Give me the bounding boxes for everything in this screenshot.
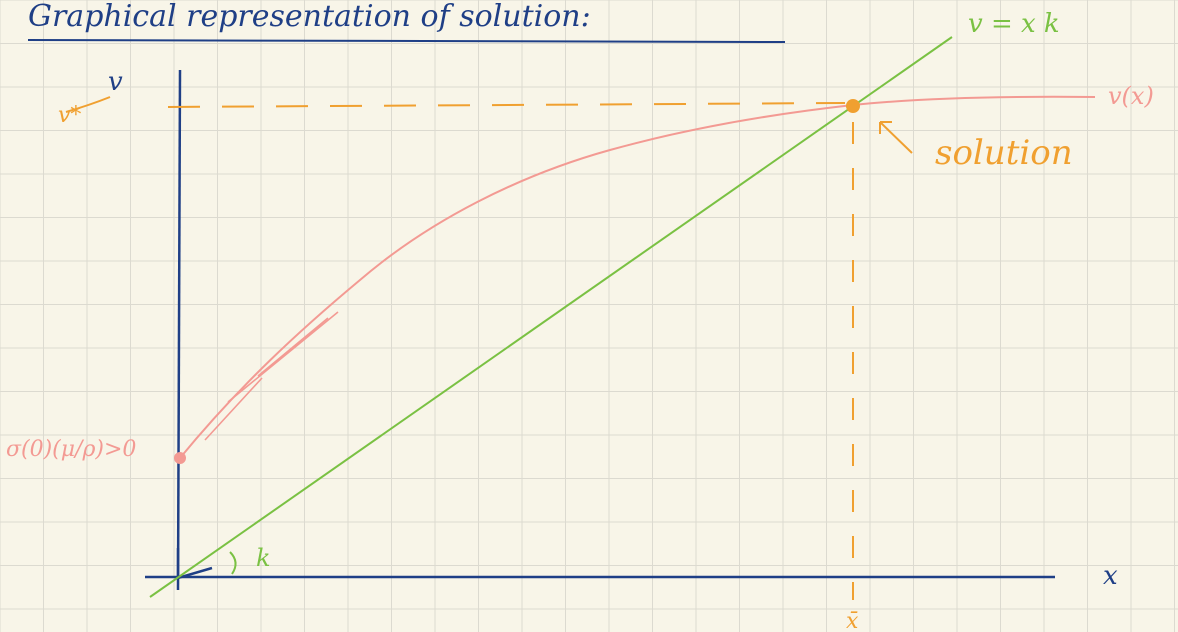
diagram-title: Graphical representation of solution: [28, 0, 591, 34]
slope-angle-arc [229, 551, 237, 575]
solution-arrow [879, 121, 913, 154]
title-underline [27, 39, 786, 43]
line-v-equals-xk [149, 36, 953, 598]
solution-point [846, 99, 860, 113]
v-star-dashed-guide [167, 102, 846, 108]
v-star-label: v* [58, 103, 81, 128]
x-axis-label: x [1103, 561, 1118, 591]
y-axis [176, 69, 182, 591]
x-star-label: x̄ [846, 609, 859, 632]
intercept-label: σ(0)(μ/ρ)>0 [6, 437, 136, 462]
curve-sketch-stroke [204, 311, 339, 441]
solution-label: solution [935, 133, 1073, 173]
v-star-tick [65, 96, 111, 113]
intercept-point [174, 452, 186, 464]
y-axis-label: v [108, 67, 123, 97]
curve-v-of-x [179, 95, 1096, 459]
curve-label: v(x) [1108, 82, 1154, 110]
slope-label: k [256, 544, 271, 572]
line-label: v = x k [968, 9, 1060, 39]
